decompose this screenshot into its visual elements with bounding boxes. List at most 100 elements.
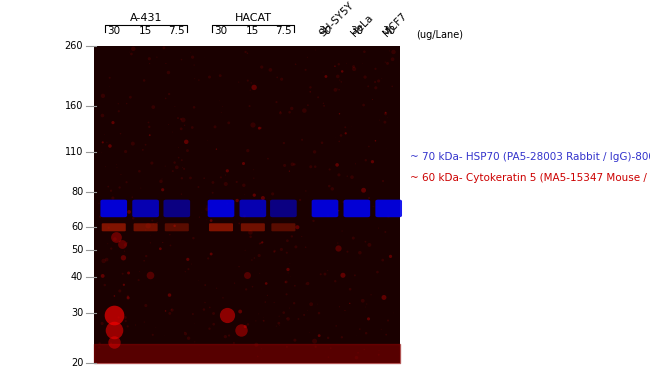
Point: [176, 57, 187, 63]
Point: [99, 132, 110, 138]
Point: [183, 335, 194, 341]
Point: [100, 210, 110, 216]
Point: [199, 306, 209, 312]
Point: [182, 147, 192, 154]
Point: [172, 164, 182, 170]
Point: [164, 91, 174, 97]
Point: [134, 111, 144, 117]
Point: [157, 187, 168, 193]
Point: [374, 78, 384, 84]
Point: [180, 269, 190, 275]
Point: [296, 233, 307, 240]
Point: [180, 331, 190, 337]
Point: [361, 301, 372, 307]
Point: [299, 107, 309, 113]
Point: [341, 130, 351, 136]
Point: [280, 279, 291, 285]
Point: [265, 111, 275, 117]
Point: [311, 344, 321, 350]
Point: [202, 138, 213, 144]
Point: [367, 96, 378, 102]
FancyBboxPatch shape: [270, 200, 296, 217]
Point: [120, 314, 131, 320]
Point: [256, 206, 266, 212]
Text: 50: 50: [71, 244, 83, 255]
Point: [103, 225, 114, 231]
Point: [382, 115, 393, 121]
Point: [177, 175, 187, 181]
Point: [174, 144, 184, 151]
Point: [98, 93, 108, 99]
Point: [254, 311, 264, 317]
Point: [140, 227, 151, 233]
Point: [342, 173, 352, 179]
Point: [215, 73, 226, 79]
Point: [336, 79, 346, 85]
Point: [151, 54, 162, 60]
Point: [122, 240, 132, 246]
Point: [111, 234, 121, 240]
Point: [167, 307, 177, 313]
Point: [222, 168, 233, 174]
Point: [222, 147, 232, 154]
Point: [355, 250, 365, 256]
Point: [304, 329, 315, 335]
Point: [263, 155, 273, 162]
Point: [313, 94, 323, 100]
Point: [347, 174, 358, 180]
Point: [248, 92, 258, 98]
Point: [246, 234, 256, 240]
Point: [271, 99, 281, 105]
Point: [300, 188, 311, 194]
FancyBboxPatch shape: [376, 200, 402, 217]
Point: [233, 79, 244, 85]
Point: [376, 326, 386, 332]
Point: [247, 283, 257, 290]
Point: [251, 318, 261, 324]
Point: [128, 46, 138, 52]
Point: [334, 87, 345, 93]
Point: [355, 255, 365, 261]
Point: [106, 246, 116, 252]
Point: [229, 340, 239, 346]
Point: [373, 225, 384, 231]
Point: [181, 139, 192, 145]
Point: [297, 137, 307, 143]
Point: [222, 312, 233, 318]
Point: [285, 109, 295, 115]
Point: [190, 76, 200, 82]
Point: [99, 282, 110, 288]
Point: [200, 299, 210, 306]
Point: [127, 141, 138, 147]
Text: 110: 110: [65, 147, 83, 157]
Point: [350, 161, 361, 167]
Point: [139, 258, 150, 264]
Point: [202, 203, 213, 209]
Point: [194, 352, 205, 358]
Point: [310, 47, 320, 53]
Point: [144, 56, 155, 62]
Point: [130, 322, 140, 328]
Point: [285, 88, 296, 94]
Point: [269, 299, 280, 306]
Point: [200, 54, 210, 60]
Point: [114, 185, 125, 191]
Point: [170, 160, 180, 166]
Point: [218, 295, 228, 301]
Point: [187, 125, 198, 131]
Point: [275, 110, 285, 116]
Point: [177, 164, 188, 170]
Text: 80: 80: [71, 186, 83, 196]
Text: 30: 30: [107, 26, 120, 36]
Point: [352, 333, 362, 339]
Point: [183, 266, 194, 272]
Point: [179, 166, 189, 172]
Point: [384, 213, 394, 219]
Point: [348, 63, 359, 70]
Point: [189, 62, 200, 68]
Point: [177, 157, 187, 163]
Point: [170, 223, 180, 229]
FancyBboxPatch shape: [209, 223, 233, 231]
FancyBboxPatch shape: [272, 223, 295, 231]
Bar: [94, 46, 400, 363]
